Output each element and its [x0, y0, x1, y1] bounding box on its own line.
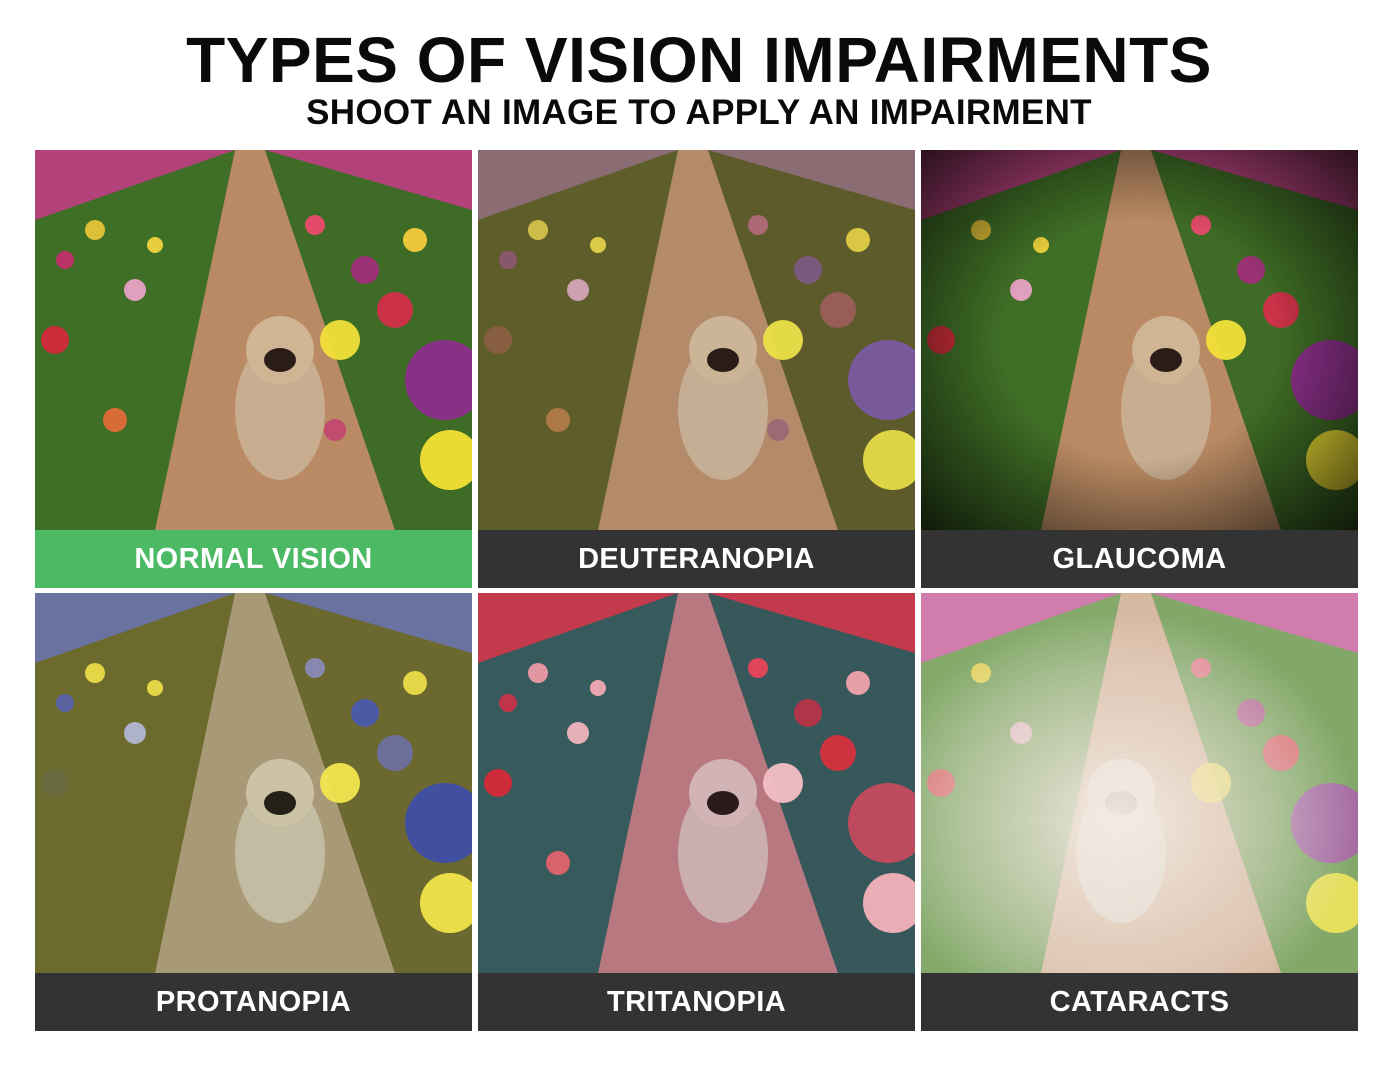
tile-label: CATARACTS	[1049, 985, 1230, 1018]
label-bar: NORMAL VISION	[35, 530, 472, 588]
tile-label: TRITANOPIA	[606, 985, 787, 1018]
tile-label: PROTANOPIA	[155, 985, 352, 1018]
tile-label: DEUTERANOPIA	[578, 542, 815, 575]
label-bar: DEUTERANOPIA	[478, 530, 915, 588]
tile-protanopia[interactable]: PROTANOPIA	[35, 593, 472, 1031]
label-bar: PROTANOPIA	[35, 973, 472, 1031]
tulip-field-image-glaucoma	[921, 150, 1358, 530]
page-subtitle: SHOOT AN IMAGE TO APPLY AN IMPAIRMENT	[306, 93, 1092, 132]
tulip-field-image-protanopia	[35, 593, 472, 973]
tile-tritanopia[interactable]: TRITANOPIA	[478, 593, 915, 1031]
label-bar: CATARACTS	[921, 973, 1358, 1031]
tile-label: NORMAL VISION	[134, 542, 373, 575]
tile-normal-vision[interactable]: NORMAL VISION	[35, 150, 472, 588]
label-bar: GLAUCOMA	[921, 530, 1358, 588]
tile-label: GLAUCOMA	[1052, 542, 1227, 575]
tulip-field-image-deuteranopia	[478, 150, 915, 530]
tile-cataracts[interactable]: CATARACTS	[921, 593, 1358, 1031]
impairment-grid: NORMAL VISION	[35, 150, 1360, 1031]
page-title: TYPES OF VISION IMPAIRMENTS	[186, 24, 1212, 96]
tulip-field-image-cataracts	[921, 593, 1358, 973]
tulip-field-image-normal	[35, 150, 472, 530]
label-bar: TRITANOPIA	[478, 973, 915, 1031]
tile-glaucoma[interactable]: GLAUCOMA	[921, 150, 1358, 588]
tile-deuteranopia[interactable]: DEUTERANOPIA	[478, 150, 915, 588]
tulip-field-image-tritanopia	[478, 593, 915, 973]
